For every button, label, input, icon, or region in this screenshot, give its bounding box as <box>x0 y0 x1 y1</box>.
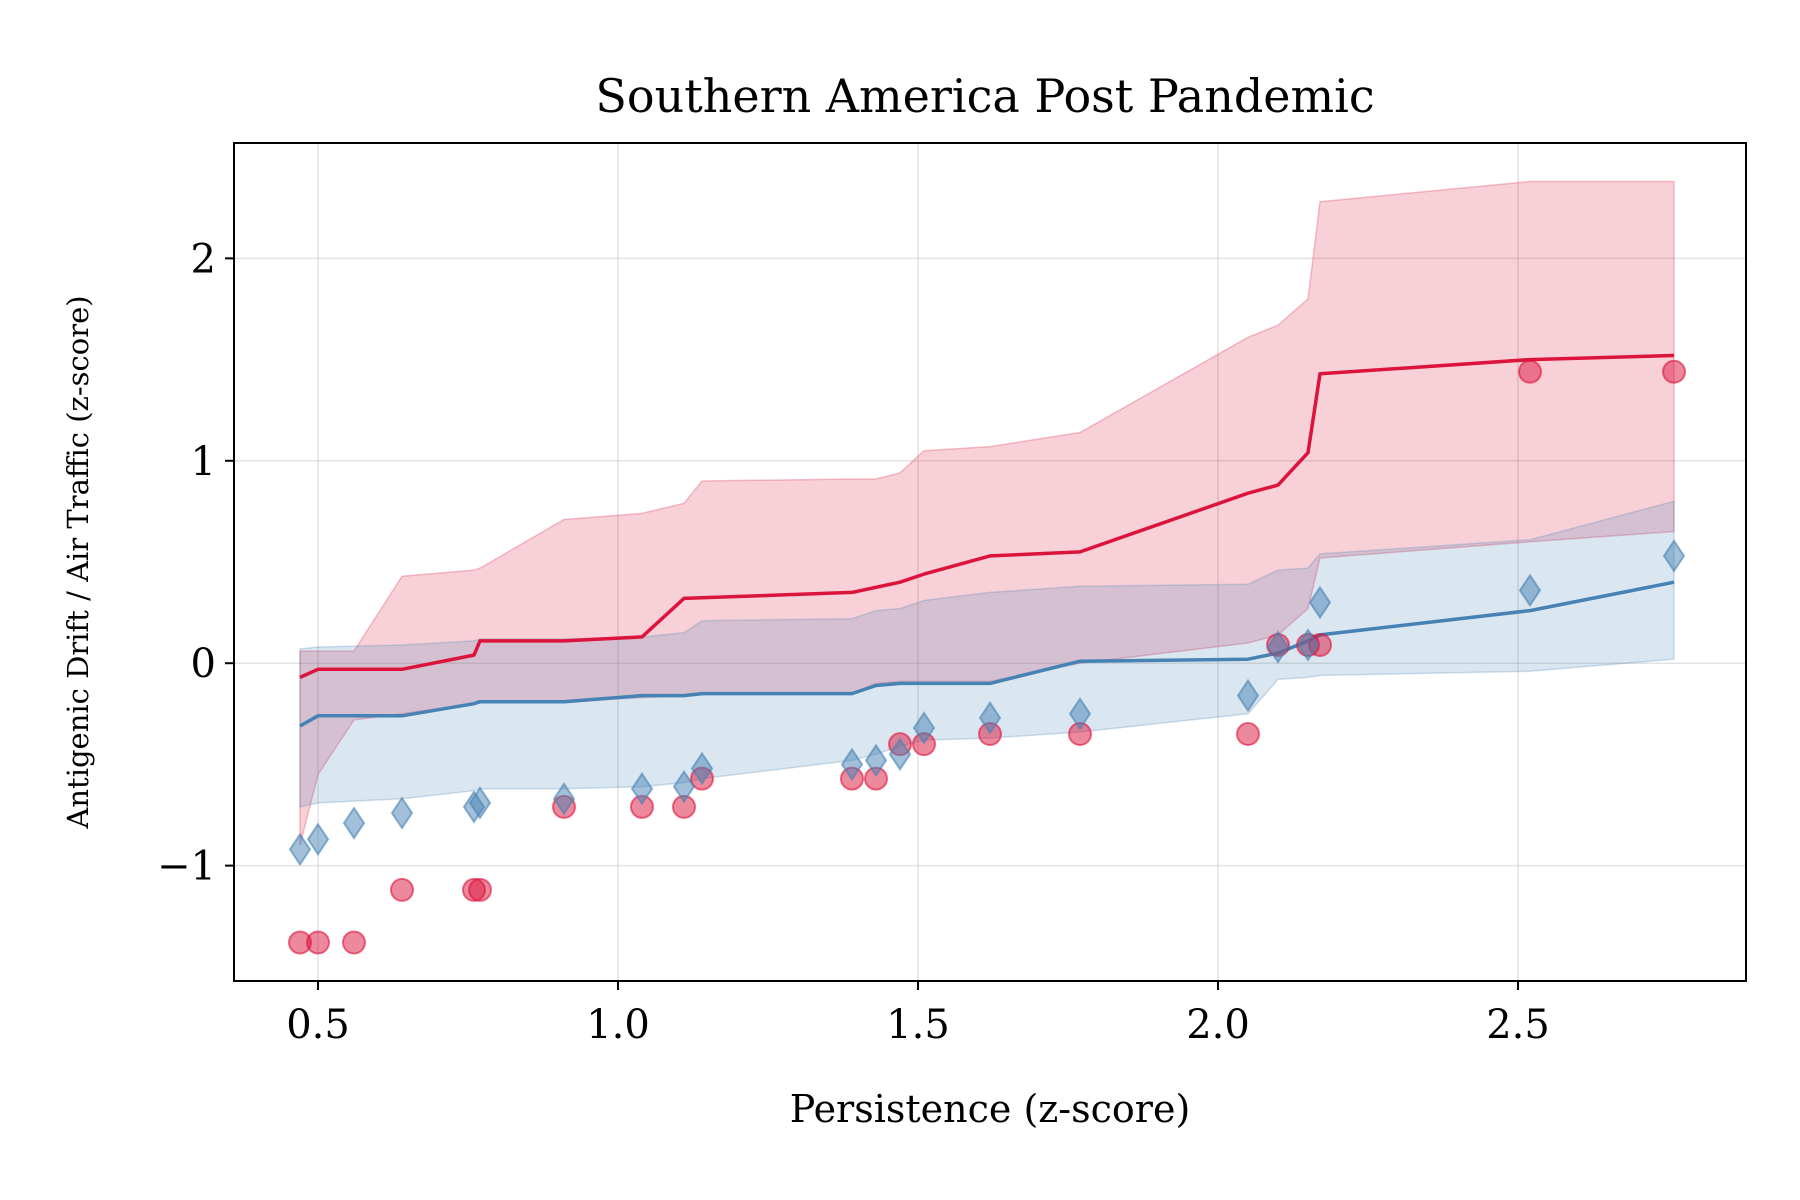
red-trend-line <box>299 353 1675 679</box>
x-tick-label: 1.5 <box>886 1002 950 1048</box>
data-points <box>288 359 1686 955</box>
blue-data-point <box>1296 628 1320 662</box>
blue-data-point <box>690 751 714 786</box>
blue-data-point <box>840 747 864 782</box>
blue-data-point <box>912 711 936 745</box>
blue-data-point <box>390 796 414 830</box>
red-data-point <box>390 877 414 902</box>
chart-title: Southern America Post Pandemic <box>595 69 1374 123</box>
y-tick-label: 2 <box>191 236 216 282</box>
red-data-point <box>306 930 330 955</box>
blue-data-point <box>888 737 912 772</box>
blue-data-point <box>630 771 654 806</box>
red-data-point <box>342 930 366 955</box>
blue-data-point <box>978 701 1002 735</box>
blue-data-point <box>306 822 330 857</box>
x-tick-label: 0.5 <box>286 1002 350 1048</box>
red-data-point <box>1662 359 1686 384</box>
blue-data-point <box>864 743 888 778</box>
x-tick-label: 2.5 <box>1486 1002 1550 1048</box>
blue-data-point <box>468 786 492 820</box>
confidence-bands <box>299 180 1675 846</box>
y-tick-label: 0 <box>191 641 216 687</box>
y-tick-label: −1 <box>157 844 216 890</box>
blue-data-point <box>1662 539 1686 573</box>
x-axis-ticks: 0.5 1.0 1.5 2.0 2.5 <box>286 981 1550 1048</box>
blue-data-point <box>552 782 576 816</box>
blue-data-point <box>1308 585 1332 620</box>
x-tick-label: 1.0 <box>586 1002 650 1048</box>
blue-data-point <box>342 806 366 840</box>
grid <box>234 143 1746 981</box>
blue-data-point <box>672 769 696 804</box>
y-axis-label: Antigenic Drift / Air Traffic (z-score) <box>61 295 95 829</box>
red-data-point <box>1518 359 1542 384</box>
blue-data-point <box>288 832 312 867</box>
y-axis-ticks: −1 0 1 2 <box>157 236 234 890</box>
blue-data-point <box>1266 630 1290 664</box>
blue-data-point <box>1236 678 1260 713</box>
x-axis-label: Persistence (z-score) <box>790 1087 1191 1131</box>
blue-data-point <box>1068 697 1092 731</box>
x-tick-label: 2.0 <box>1186 1002 1250 1048</box>
red-data-point <box>1236 722 1260 747</box>
y-tick-label: 1 <box>191 439 216 485</box>
plot-frame <box>233 142 1747 982</box>
red-data-point <box>468 877 492 902</box>
blue-data-point <box>1518 573 1542 608</box>
